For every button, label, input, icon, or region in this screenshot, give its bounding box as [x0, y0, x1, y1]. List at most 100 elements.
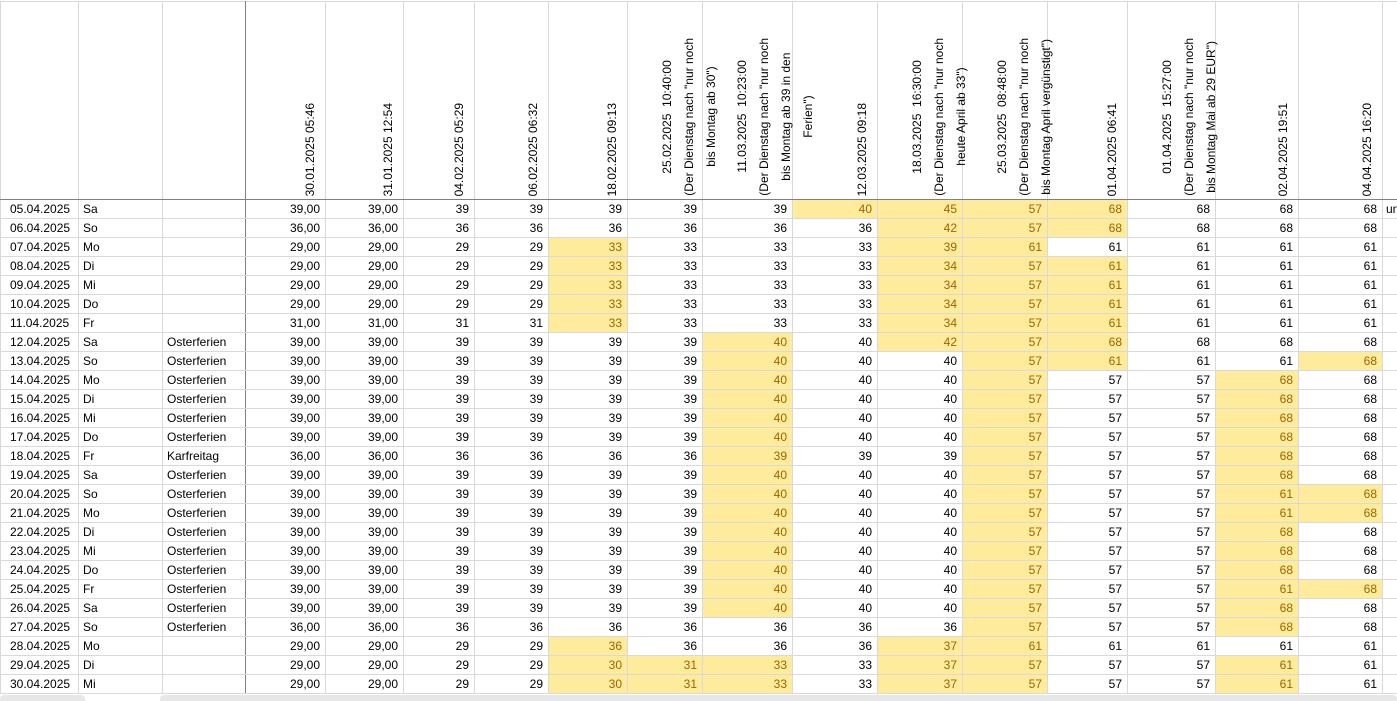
cell-price[interactable]: 39	[549, 352, 628, 371]
cell-date[interactable]: 20.04.2025	[1, 485, 79, 504]
cell-price[interactable]: 36	[793, 637, 878, 656]
cell-price[interactable]: 29,00	[326, 257, 404, 276]
cell-holiday-note[interactable]: Osterferien	[163, 409, 246, 428]
cell-price[interactable]: 40	[793, 523, 878, 542]
cell-price-highlighted[interactable]: 39	[703, 447, 793, 466]
cell-date[interactable]: 24.04.2025	[1, 561, 79, 580]
cell-price-highlighted[interactable]: 68	[1216, 523, 1299, 542]
cell-price[interactable]: 36	[475, 447, 549, 466]
cell-price[interactable]: 57	[1128, 675, 1216, 694]
cell-price[interactable]: 40	[793, 428, 878, 447]
cell-price[interactable]: 39	[549, 561, 628, 580]
cell-price-highlighted[interactable]: 33	[549, 238, 628, 257]
cell-price[interactable]: 39	[475, 409, 549, 428]
cell-holiday-note[interactable]	[163, 656, 246, 675]
cell-price[interactable]: 36	[549, 447, 628, 466]
cell-price[interactable]: 57	[1048, 466, 1128, 485]
cell-price[interactable]: 33	[628, 314, 703, 333]
cell-price[interactable]: 61	[1048, 637, 1128, 656]
cell-overflow[interactable]	[1383, 219, 1397, 238]
cell-price[interactable]: 33	[628, 257, 703, 276]
cell-price[interactable]: 39,00	[326, 390, 404, 409]
cell-price[interactable]: 39	[703, 200, 793, 219]
cell-price-highlighted[interactable]: 37	[878, 675, 963, 694]
cell-price[interactable]: 68	[1299, 599, 1383, 618]
cell-price[interactable]: 68	[1299, 618, 1383, 637]
cell-price[interactable]: 61	[1128, 295, 1216, 314]
cell-date[interactable]: 30.04.2025	[1, 675, 79, 694]
cell-price-highlighted[interactable]: 33	[549, 314, 628, 333]
cell-price[interactable]: 36	[793, 219, 878, 238]
cell-price[interactable]: 39	[475, 200, 549, 219]
cell-price[interactable]: 29,00	[246, 238, 326, 257]
cell-price[interactable]: 39	[549, 485, 628, 504]
cell-price[interactable]: 36,00	[246, 219, 326, 238]
cell-price[interactable]: 36	[404, 447, 475, 466]
cell-price-highlighted[interactable]: 40	[703, 352, 793, 371]
column-header[interactable]: 11.03.2025 10:23:00 (Der Dienstag nach "…	[703, 2, 793, 200]
cell-price[interactable]: 39	[549, 371, 628, 390]
cell-price[interactable]: 57	[1128, 409, 1216, 428]
cell-overflow[interactable]	[1383, 656, 1397, 675]
cell-price[interactable]: 29,00	[326, 656, 404, 675]
cell-price[interactable]: 68	[1299, 466, 1383, 485]
cell-weekday[interactable]: So	[79, 352, 163, 371]
cell-price-highlighted[interactable]: 57	[963, 219, 1048, 238]
cell-price[interactable]: 36,00	[326, 618, 404, 637]
cell-price[interactable]: 57	[1048, 656, 1128, 675]
cell-price[interactable]: 40	[878, 580, 963, 599]
cell-price[interactable]: 39,00	[246, 599, 326, 618]
cell-price[interactable]: 36	[404, 618, 475, 637]
cell-holiday-note[interactable]	[163, 238, 246, 257]
cell-weekday[interactable]: Sa	[79, 333, 163, 352]
cell-price[interactable]: 39	[549, 200, 628, 219]
cell-overflow[interactable]	[1383, 352, 1397, 371]
column-header[interactable]: 18.03.2025 16:30:00 (Der Dienstag nach "…	[878, 2, 963, 200]
cell-price[interactable]: 29	[475, 295, 549, 314]
cell-holiday-note[interactable]: Osterferien	[163, 542, 246, 561]
cell-price[interactable]: 57	[1048, 580, 1128, 599]
cell-price[interactable]: 61	[1216, 257, 1299, 276]
cell-price-highlighted[interactable]: 68	[1216, 428, 1299, 447]
cell-price[interactable]: 29	[404, 675, 475, 694]
cell-price[interactable]: 57	[1048, 390, 1128, 409]
cell-holiday-note[interactable]: Osterferien	[163, 352, 246, 371]
cell-price[interactable]: 39	[628, 428, 703, 447]
cell-price[interactable]: 68	[1128, 219, 1216, 238]
cell-price-highlighted[interactable]: 68	[1216, 561, 1299, 580]
cell-holiday-note[interactable]	[163, 200, 246, 219]
cell-price[interactable]: 29	[404, 238, 475, 257]
cell-price[interactable]: 57	[1128, 371, 1216, 390]
cell-weekday[interactable]: So	[79, 485, 163, 504]
cell-price-highlighted[interactable]: 68	[1216, 466, 1299, 485]
cell-weekday[interactable]: Mi	[79, 276, 163, 295]
cell-price[interactable]: 33	[793, 276, 878, 295]
cell-price[interactable]: 39,00	[246, 409, 326, 428]
cell-price[interactable]: 40	[793, 580, 878, 599]
cell-weekday[interactable]: Mi	[79, 675, 163, 694]
cell-price-highlighted[interactable]: 61	[1216, 656, 1299, 675]
cell-price-highlighted[interactable]: 61	[1048, 276, 1128, 295]
cell-holiday-note[interactable]: Osterferien	[163, 618, 246, 637]
cell-price[interactable]: 39	[549, 580, 628, 599]
cell-holiday-note[interactable]: Osterferien	[163, 485, 246, 504]
cell-price[interactable]: 39,00	[246, 333, 326, 352]
cell-price[interactable]: 57	[1128, 523, 1216, 542]
cell-holiday-note[interactable]	[163, 276, 246, 295]
cell-price[interactable]: 39	[549, 523, 628, 542]
cell-price[interactable]: 31	[404, 314, 475, 333]
cell-date[interactable]: 11.04.2025	[1, 314, 79, 333]
cell-price-highlighted[interactable]: 68	[1216, 618, 1299, 637]
cell-price[interactable]: 31	[475, 314, 549, 333]
cell-price[interactable]: 29,00	[246, 276, 326, 295]
cell-price[interactable]: 39	[404, 371, 475, 390]
cell-price[interactable]: 39	[404, 561, 475, 580]
cell-price[interactable]: 39,00	[326, 485, 404, 504]
cell-price[interactable]: 39,00	[326, 580, 404, 599]
cell-price[interactable]: 36	[628, 447, 703, 466]
cell-price[interactable]: 39,00	[246, 504, 326, 523]
cell-price-highlighted[interactable]: 68	[1299, 580, 1383, 599]
cell-price-highlighted[interactable]: 57	[963, 352, 1048, 371]
cell-price[interactable]: 40	[793, 561, 878, 580]
cell-overflow[interactable]	[1383, 257, 1397, 276]
